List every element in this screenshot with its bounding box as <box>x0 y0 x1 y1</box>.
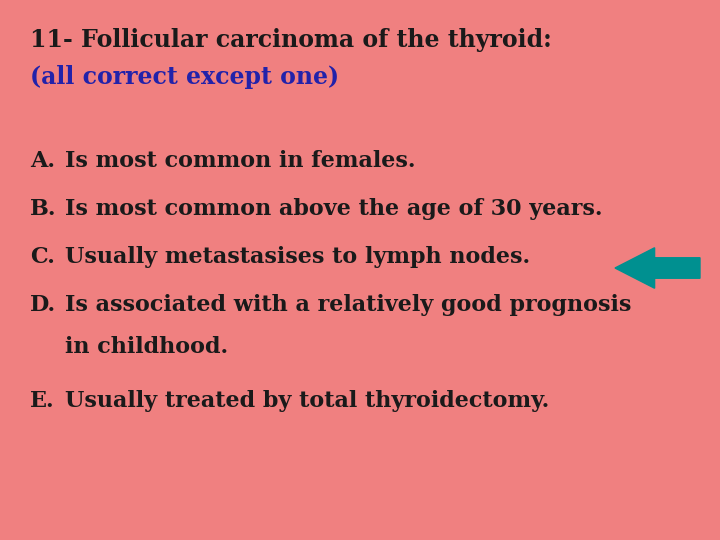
Text: 11- Follicular carcinoma of the thyroid:: 11- Follicular carcinoma of the thyroid: <box>30 28 552 52</box>
Text: Is most common in females.: Is most common in females. <box>65 150 415 172</box>
Text: C.: C. <box>30 246 55 268</box>
Text: A.: A. <box>30 150 55 172</box>
Text: D.: D. <box>30 294 56 316</box>
Text: Is most common above the age of 30 years.: Is most common above the age of 30 years… <box>65 198 603 220</box>
Text: (all correct except one): (all correct except one) <box>30 65 339 89</box>
Text: Usually treated by total thyroidectomy.: Usually treated by total thyroidectomy. <box>65 390 549 412</box>
Text: E.: E. <box>30 390 55 412</box>
Text: Is associated with a relatively good prognosis: Is associated with a relatively good pro… <box>65 294 631 316</box>
Text: in childhood.: in childhood. <box>65 336 228 358</box>
Text: Usually metastasises to lymph nodes.: Usually metastasises to lymph nodes. <box>65 246 530 268</box>
Text: B.: B. <box>30 198 56 220</box>
